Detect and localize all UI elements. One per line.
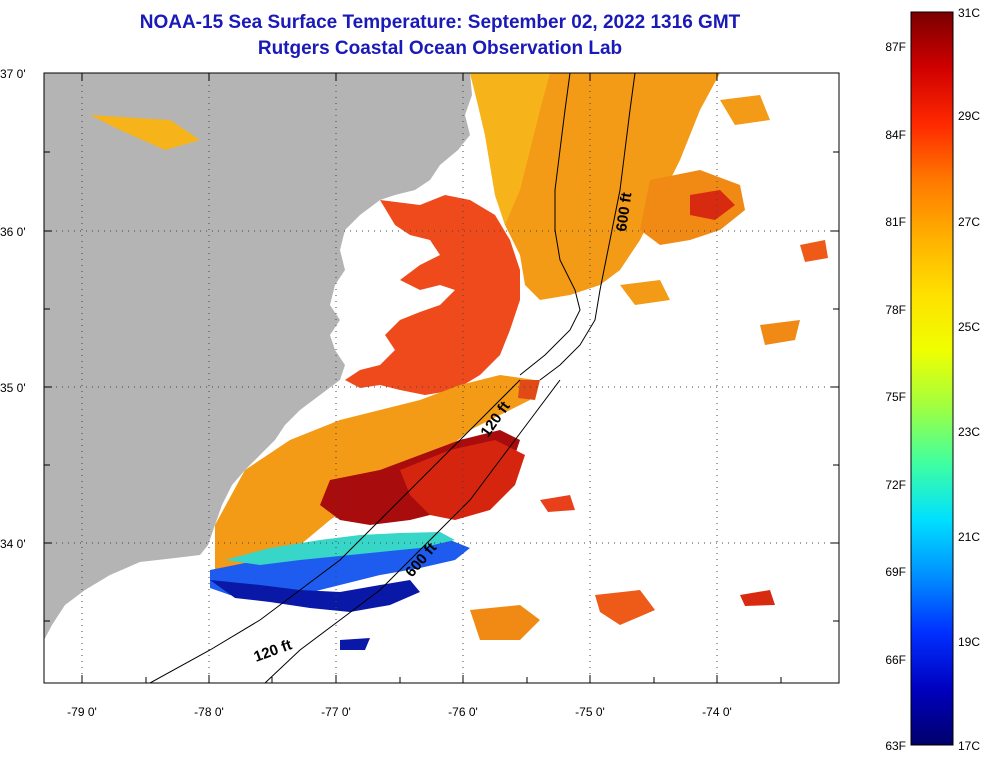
frame-ticks [44, 72, 839, 683]
land-mass [44, 73, 472, 640]
colorbar-label-72f: 72F [885, 478, 906, 492]
contour-600ft-north [539, 73, 636, 381]
sst-patch-5 [760, 320, 800, 345]
colorbar-fahrenheit-labels: 87F 84F 81F 78F 75F 72F 69F 66F 63F [885, 40, 906, 753]
sst-sound-pamlico [345, 195, 520, 395]
contour-120ft-south [149, 379, 521, 683]
bathymetry-contours [149, 73, 636, 683]
map-content [44, 73, 828, 650]
colorbar-label-87f: 87F [885, 40, 906, 54]
sst-patch-7 [720, 95, 770, 125]
sst-patch-2 [470, 605, 540, 640]
graticule [44, 73, 839, 683]
sst-patch-9 [518, 380, 540, 400]
lon-label-79: -79 0' [67, 705, 97, 719]
sst-red-east-patch [690, 190, 735, 220]
lon-label-76: -76 0' [448, 705, 478, 719]
sst-patch-6 [620, 280, 670, 305]
sst-patch-8 [800, 240, 828, 262]
lat-label-36: 36 0' [0, 225, 26, 239]
lat-label-37: 37 0' [0, 67, 26, 81]
lon-label-75: -75 0' [575, 705, 605, 719]
lat-label-35: 35 0' [0, 381, 26, 395]
sst-gulfstream-edge [400, 440, 525, 520]
colorbar-label-17c: 17C [958, 739, 980, 753]
lon-label-74: -74 0' [702, 705, 732, 719]
colorbar-label-81f: 81F [885, 215, 906, 229]
colorbar-label-21c: 21C [958, 530, 980, 544]
contour-label-600ft-north: 600 ft [613, 191, 635, 232]
colorbar-label-23c: 23C [958, 425, 980, 439]
sst-patch-4 [740, 590, 775, 606]
lon-label-78: -78 0' [194, 705, 224, 719]
contour-600ft-south [264, 379, 561, 683]
lon-label-77: -77 0' [321, 705, 351, 719]
sst-patch-3 [595, 590, 655, 625]
colorbar-label-27c: 27C [958, 215, 980, 229]
contour-120ft-north [519, 73, 581, 376]
sst-patch-11 [340, 638, 370, 650]
colorbar-label-25c: 25C [958, 320, 980, 334]
sst-patch-10 [90, 115, 200, 150]
colorbar-label-66f: 66F [885, 653, 906, 667]
colorbar-celsius-labels: 31C 29C 27C 25C 23C 21C 19C 17C [958, 6, 980, 753]
colorbar-label-78f: 78F [885, 303, 906, 317]
sst-cool-transition [225, 532, 455, 565]
colorbar-label-84f: 84F [885, 128, 906, 142]
colorbar [910, 11, 954, 746]
colorbar-label-63f: 63F [885, 739, 906, 753]
sst-patch-1 [540, 495, 575, 512]
map-subtitle: Rutgers Coastal Ocean Observation Lab [257, 38, 623, 59]
sst-offshore-north [470, 73, 550, 225]
colorbar-label-69f: 69F [885, 565, 906, 579]
sst-cold-band [210, 540, 470, 598]
colorbar-label-75f: 75F [885, 390, 906, 404]
colorbar-label-29c: 29C [958, 109, 980, 123]
map-frame [43, 72, 840, 684]
sst-cold-dark [210, 580, 420, 612]
map-title: NOAA-15 Sea Surface Temperature: Septemb… [139, 12, 741, 33]
colorbar-label-31c: 31C [958, 6, 980, 20]
lat-label-34: 34 0' [0, 537, 26, 551]
colorbar-label-19c: 19C [958, 635, 980, 649]
